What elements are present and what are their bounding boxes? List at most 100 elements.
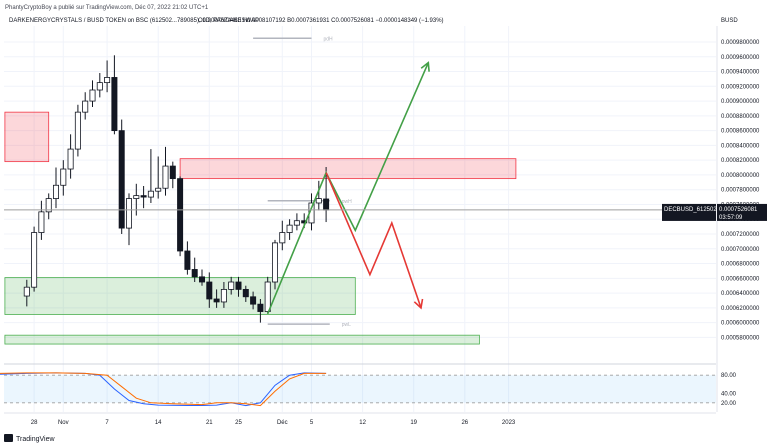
candle-up (45, 193, 52, 220)
price-tick-label: 0.0008200000 (721, 158, 760, 164)
candle-body (45, 198, 52, 213)
candle-body (155, 187, 162, 192)
candle-body (38, 211, 45, 233)
price-tick-label: 0.0006000000 (721, 321, 760, 327)
candle-up (220, 282, 227, 308)
price-tick-label: 0.0006200000 (721, 306, 760, 312)
candle-up (133, 183, 140, 216)
candle-up (286, 219, 293, 240)
time-tick-label: 12 (359, 420, 366, 426)
currency-label: BUSD (721, 18, 738, 24)
time-tick-label: 5 (310, 420, 314, 426)
candle-body (169, 165, 176, 180)
projections (266, 61, 430, 315)
oscillator-band (4, 375, 716, 403)
oscillator-tick-label: 80.00 (721, 373, 737, 379)
candle-up (53, 167, 60, 209)
candle-body (31, 232, 38, 288)
zone-lower-zone (4, 334, 480, 345)
candle-body (177, 178, 184, 252)
candle-body (250, 296, 257, 305)
time-tick-label: Nov (58, 420, 69, 426)
price-tick-label: 0.0006800000 (721, 262, 760, 268)
projection-red (325, 172, 422, 309)
time-axis[interactable]: 28 Nov 7 14 21 25 Déc 5 12 19 26 2023 (4, 412, 716, 426)
candle-up (293, 213, 300, 231)
price-tick-label: 0.0009600000 (721, 55, 760, 61)
price-tick-label: 0.0009400000 (721, 70, 760, 76)
candle-up (96, 73, 103, 98)
tradingview-icon (4, 434, 13, 442)
candle-body (162, 165, 169, 189)
zone-resistance-left (4, 111, 50, 163)
candle-body (242, 288, 249, 298)
candle-up (264, 276, 271, 314)
price-tick-label: 0.0008800000 (721, 114, 760, 120)
candle-body (315, 198, 322, 204)
tradingview-logo[interactable]: TradingView (4, 434, 55, 443)
price-tick-label: 0.0008000000 (721, 173, 760, 179)
ohlc-values: O0.0007674430 H0.0008107192 B0.000736193… (198, 18, 444, 24)
candle-body (133, 195, 140, 199)
price-tick-label: 0.0008400000 (721, 143, 760, 149)
symbol-title: DARKENERGYCRYSTALS / BUSD TOKEN on BSC (… (9, 18, 259, 24)
price-tag-symbol: DECBUSD_612502 (664, 207, 717, 213)
candle-up (67, 134, 74, 179)
projection-green (266, 62, 430, 315)
candle-up (104, 60, 111, 93)
time-tick-label: 14 (155, 420, 162, 426)
level-label: pwL (342, 322, 351, 328)
level-label: pdH (324, 36, 334, 42)
candle-down (177, 176, 184, 257)
candle-up (155, 156, 162, 199)
candle-down (257, 298, 264, 323)
candle-down (198, 269, 205, 286)
time-tick-label: 28 (31, 420, 38, 426)
price-tick-label: 0.0006600000 (721, 276, 760, 282)
candle-up (74, 104, 81, 157)
candle-up (38, 200, 45, 240)
candle-body (184, 250, 191, 270)
candle-body (235, 281, 242, 290)
oscillator-tick-label: 40.00 (721, 392, 737, 398)
candle-body (293, 220, 300, 226)
time-tick-label: 7 (105, 420, 109, 426)
candle-body (206, 281, 213, 300)
candle-body (198, 276, 205, 283)
candle-body (96, 82, 103, 91)
price-tick-label: 0.0006400000 (721, 291, 760, 297)
price-tag-countdown: 03:57:09 (719, 215, 743, 221)
candle-up (82, 92, 89, 120)
candle-up (147, 149, 154, 203)
candle-body (271, 242, 278, 283)
candle-down (169, 161, 176, 189)
price-axis[interactable]: 0.0009800000 0.0009600000 0.0009400000 0.00… (716, 26, 760, 412)
candle-body (323, 198, 330, 211)
price-tag: DECBUSD_612502 0.0007526081 03:57:09 (662, 203, 767, 221)
candle-up (126, 193, 133, 246)
candle-body (264, 281, 271, 312)
price-tick-label: 0.0008600000 (721, 129, 760, 135)
time-tick-label: 21 (206, 420, 213, 426)
price-tick-label: 0.0005800000 (721, 335, 760, 341)
publish-info: PhantyCryptoBoy a publié sur TradingView… (5, 5, 209, 11)
candle-body (82, 100, 89, 113)
projection-red-arrowhead (413, 298, 424, 310)
oscillator-d-line (0, 372, 327, 407)
candle-up (162, 146, 169, 196)
candle-up (271, 239, 278, 290)
candle-up (315, 180, 322, 211)
candle-body (220, 288, 227, 303)
candle-body (126, 198, 133, 229)
candle-down (111, 55, 118, 135)
candle-body (53, 184, 60, 199)
candle-body (213, 298, 220, 303)
candle-body (191, 269, 198, 278)
candle-body (111, 77, 118, 132)
candle-down (184, 241, 191, 275)
candle-body (286, 224, 293, 233)
candle-body (118, 130, 125, 229)
candle-up (60, 160, 67, 196)
candle-up (23, 279, 30, 307)
